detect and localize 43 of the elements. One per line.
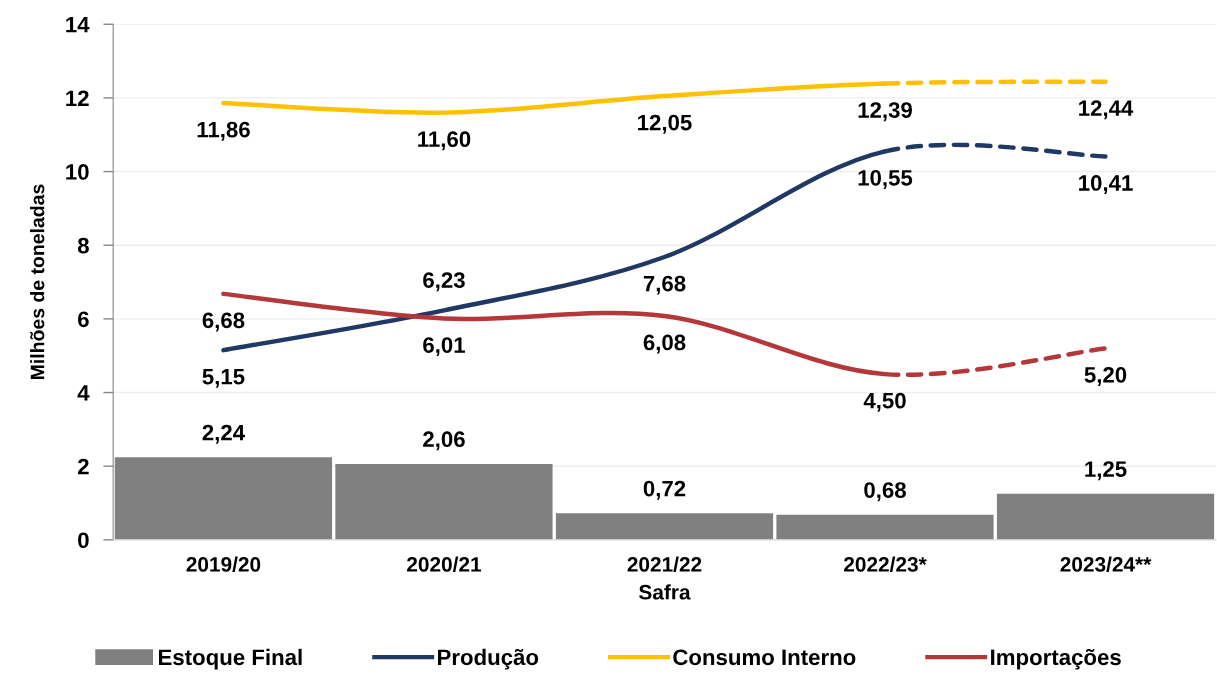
y-tick-label: 12 <box>66 90 89 106</box>
data-label: 1,25 <box>1085 461 1127 481</box>
data-label: 7,68 <box>643 275 686 295</box>
y-tick-label: 0 <box>78 532 89 549</box>
data-label: 6,68 <box>202 312 245 332</box>
data-label: 5,20 <box>1084 366 1127 386</box>
data-label: 6,01 <box>423 337 465 357</box>
data-label: 6,08 <box>643 334 686 354</box>
x-tick-label: 2019/20 <box>186 556 261 573</box>
data-label: 11,60 <box>418 131 471 151</box>
bar <box>335 463 553 540</box>
data-label: 2,24 <box>202 424 245 444</box>
x-tick-label: 2022/23* <box>844 556 927 573</box>
bar <box>776 514 994 540</box>
y-axis-title: Milhões de toneladas <box>30 184 45 380</box>
legend-label: Estoque Final <box>158 648 302 670</box>
bar <box>555 513 774 540</box>
data-label: 11,86 <box>197 121 250 141</box>
data-label: 10,41 <box>1079 175 1133 195</box>
y-tick-label: 6 <box>78 311 89 328</box>
data-label: 6,23 <box>423 272 465 292</box>
legend-label: Produção <box>438 648 539 670</box>
data-label: 12,39 <box>858 102 912 122</box>
legend-label: Importações <box>991 648 1121 670</box>
data-label: 4,50 <box>863 392 906 412</box>
data-label: 2,06 <box>423 431 465 451</box>
y-tick-label: 10 <box>66 164 89 180</box>
data-label: 0,68 <box>864 482 906 502</box>
y-tick-label: 4 <box>77 385 90 401</box>
data-label: 12,05 <box>638 114 692 134</box>
y-tick-label: 8 <box>77 237 89 254</box>
bar <box>996 493 1215 540</box>
y-tick-label: 2 <box>77 458 89 475</box>
data-label: 12,44 <box>1079 100 1134 120</box>
x-axis-title: Safra <box>639 584 691 600</box>
x-tick-label: 2023/24** <box>1060 556 1152 573</box>
data-label: 5,15 <box>202 369 245 388</box>
data-label: 10,55 <box>858 169 913 189</box>
data-label: 0,72 <box>643 480 686 500</box>
x-tick-label: 2021/22 <box>627 556 702 573</box>
x-tick-label: 2020/21 <box>407 556 482 573</box>
legend-label: Consumo Interno <box>673 649 856 666</box>
y-tick-label: 14 <box>66 17 90 33</box>
